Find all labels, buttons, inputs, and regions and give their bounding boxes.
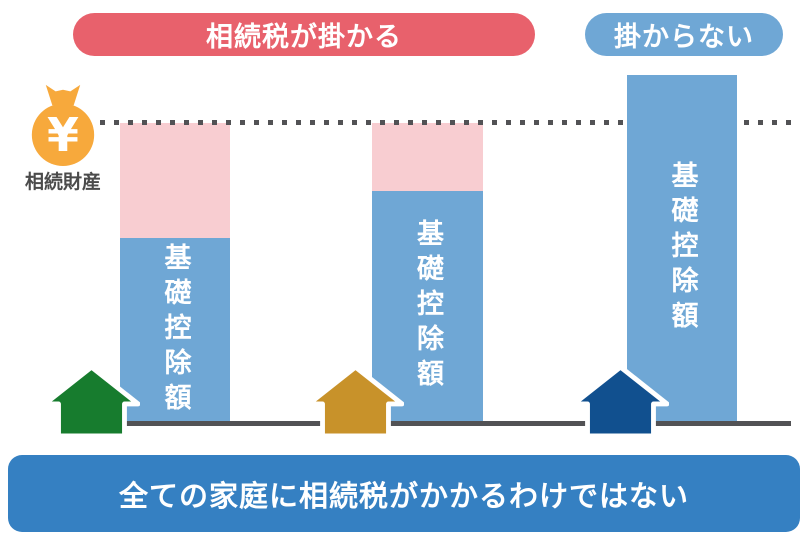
money-bag-icon: ¥ bbox=[31, 84, 95, 166]
yen-symbol: ¥ bbox=[47, 108, 79, 162]
taxable-excess-segment-2 bbox=[372, 123, 483, 191]
taxable-excess-segment-1 bbox=[120, 123, 230, 238]
summary-banner: 全ての家庭に相続税がかかるわけではない bbox=[8, 455, 800, 532]
basic-deduction-label-1: 基礎控除額 bbox=[160, 242, 191, 418]
taxable-pill: 相続税が掛かる bbox=[73, 13, 535, 56]
basic-deduction-segment-3: 基礎控除額 bbox=[627, 75, 737, 422]
threshold-dotted-line bbox=[100, 120, 792, 125]
basic-deduction-label-3: 基礎控除額 bbox=[667, 161, 698, 336]
not-taxable-pill: 掛からない bbox=[585, 13, 783, 56]
money-bag-knot bbox=[45, 84, 81, 106]
basic-deduction-segment-1: 基礎控除額 bbox=[120, 238, 230, 422]
ground-line bbox=[118, 421, 791, 426]
house-arrow-navy-icon bbox=[572, 364, 669, 438]
house-arrow-green-icon bbox=[43, 364, 140, 438]
taxable-pill-label: 相続税が掛かる bbox=[206, 22, 402, 52]
basic-deduction-segment-2: 基礎控除額 bbox=[372, 191, 483, 422]
asset-label: 相続財産 bbox=[24, 172, 101, 193]
money-bag-body bbox=[31, 103, 95, 166]
not-taxable-pill-label: 掛からない bbox=[614, 22, 754, 52]
basic-deduction-label-2: 基礎控除額 bbox=[413, 219, 443, 394]
house-arrow-gold-icon bbox=[307, 364, 404, 438]
summary-text: 全ての家庭に相続税がかかるわけではない bbox=[118, 480, 689, 513]
